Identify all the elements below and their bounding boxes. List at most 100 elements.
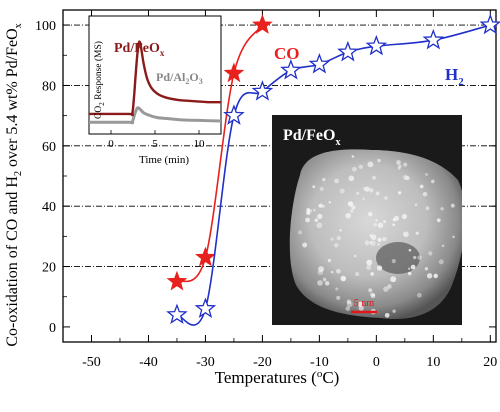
- nanoparticle-dot: [339, 188, 345, 194]
- micrograph-title: Pd/FeOx: [283, 127, 340, 148]
- nanoparticle-dot: [369, 241, 373, 244]
- nanoparticle-dot: [393, 215, 400, 221]
- nanoparticle-dot: [430, 179, 435, 184]
- data-point-co: [166, 270, 188, 291]
- nanoparticle-dot: [322, 177, 326, 182]
- nanoparticle-dot: [383, 286, 389, 292]
- nanoparticle-dot: [441, 244, 445, 248]
- nanoparticle-dot: [392, 309, 396, 313]
- nanoparticle-dot: [384, 196, 388, 200]
- nanoparticle-dot: [382, 236, 387, 242]
- nanoparticle-dot: [306, 208, 311, 212]
- nanoparticle-dot: [407, 267, 411, 270]
- nanoparticle-dot: [366, 259, 373, 266]
- nanoparticle-dot: [424, 267, 429, 271]
- micrograph: Pd/FeOx 5 nm: [272, 115, 462, 325]
- y-tick-label: 60: [42, 140, 56, 155]
- inset-series-line: [89, 106, 222, 125]
- nanoparticle-dot: [328, 200, 332, 204]
- nanoparticle-dot: [422, 191, 428, 197]
- nanoparticle-dot: [369, 188, 374, 193]
- series-label-h2: H2: [445, 65, 464, 88]
- nanoparticle-dot: [351, 155, 355, 158]
- nanoparticle-dot: [327, 258, 332, 263]
- inset-ticks: 0 5 10: [108, 130, 205, 150]
- nanoparticle-dot: [314, 218, 319, 222]
- nanoparticle-dot: [384, 312, 390, 318]
- nanoparticle-dot: [346, 301, 353, 308]
- x-tick-label: 10: [426, 355, 440, 370]
- nanoparticle-dot: [450, 203, 455, 208]
- inset-series-label-pdal2o3: Pd/Al2O3: [156, 70, 203, 86]
- nanoparticle-dot: [403, 231, 409, 238]
- nanoparticle-dot: [368, 288, 373, 293]
- nanoparticle-dot: [408, 248, 412, 252]
- nanoparticle-dot: [375, 191, 380, 196]
- data-point-h2: [365, 34, 388, 56]
- x-tick-label: -20: [253, 355, 272, 370]
- nanoparticle-dot: [346, 299, 352, 305]
- data-point-h2: [479, 13, 500, 35]
- nanoparticle-dot: [417, 255, 422, 260]
- nanoparticle-dot: [345, 212, 352, 219]
- nanoparticle-dot: [336, 235, 342, 241]
- nanoparticle-dot: [334, 243, 339, 248]
- nanoparticle-dot: [413, 255, 417, 260]
- nanoparticle-dot: [377, 158, 381, 163]
- nanoparticle-dot: [414, 203, 418, 207]
- nanoparticle-dot: [350, 209, 354, 213]
- nanoparticle-dot: [297, 230, 303, 235]
- nanoparticle-dot: [334, 178, 340, 184]
- nanoparticle-dot: [396, 160, 401, 165]
- x-tick-label: -30: [196, 355, 215, 370]
- nanoparticle-dot: [340, 275, 347, 282]
- nanoparticle-dot: [376, 265, 383, 271]
- nanoparticle-dot: [433, 273, 438, 279]
- nanoparticle-dot: [392, 223, 396, 227]
- y-tick-label: 40: [42, 200, 56, 215]
- x-tick-label: -10: [310, 355, 329, 370]
- nanoparticle-dot: [397, 191, 402, 195]
- nanoparticle-dot: [306, 210, 311, 215]
- y-tick-label: 20: [42, 261, 56, 276]
- nanoparticle-dot: [339, 228, 342, 232]
- nanoparticle-dot: [324, 281, 330, 286]
- nanoparticle-dot: [302, 242, 308, 248]
- data-point-h2: [337, 40, 359, 62]
- nanoparticle-dot: [417, 292, 422, 298]
- nanoparticle-dot: [440, 207, 444, 211]
- y-tick-label: 0: [49, 321, 56, 336]
- nanoparticle-dot: [425, 173, 428, 176]
- inset-series-label-pdfeox: Pd/FeOx: [114, 41, 165, 58]
- nanoparticle-dot: [305, 217, 311, 223]
- nanoparticle-dot: [345, 306, 351, 311]
- inset-chart: 0 5 10 Time (min) CO2 Response (MS) Pd/FeO…: [88, 15, 222, 166]
- y-axis-label: Co-oxidation of CO and H2 over 5.4 wt% P…: [4, 23, 24, 346]
- nanoparticle-dot: [364, 186, 370, 192]
- nanoparticle-dot: [318, 266, 325, 272]
- nanoparticle-dot: [391, 259, 396, 264]
- nanoparticle-dot: [425, 206, 430, 211]
- nanoparticle-dot: [330, 270, 334, 274]
- x-axis-label: Temperatures (oC): [215, 368, 340, 387]
- micrograph-nanoparticles: [297, 155, 455, 318]
- nanoparticle-dot: [336, 268, 341, 274]
- nanoparticle-dot: [415, 231, 419, 235]
- nanoparticle-dot: [348, 175, 355, 182]
- nanoparticle-dot: [312, 208, 316, 212]
- nanoparticle-dot: [401, 214, 407, 220]
- inset-x-tick-label: 10: [194, 138, 206, 150]
- x-tick-label: -40: [139, 355, 158, 370]
- nanoparticle-dot: [368, 212, 373, 217]
- inset-series-line: [88, 40, 222, 117]
- nanoparticle-dot: [370, 272, 375, 276]
- nanoparticle-dot: [372, 293, 376, 297]
- nanoparticle-dot: [316, 222, 323, 229]
- nanoparticle-dot: [317, 213, 323, 220]
- nanoparticle-dot: [377, 243, 380, 246]
- nanoparticle-dot: [317, 280, 323, 286]
- data-point-h2: [194, 297, 217, 318]
- nanoparticle-dot: [383, 220, 386, 224]
- nanoparticle-dot: [358, 164, 363, 170]
